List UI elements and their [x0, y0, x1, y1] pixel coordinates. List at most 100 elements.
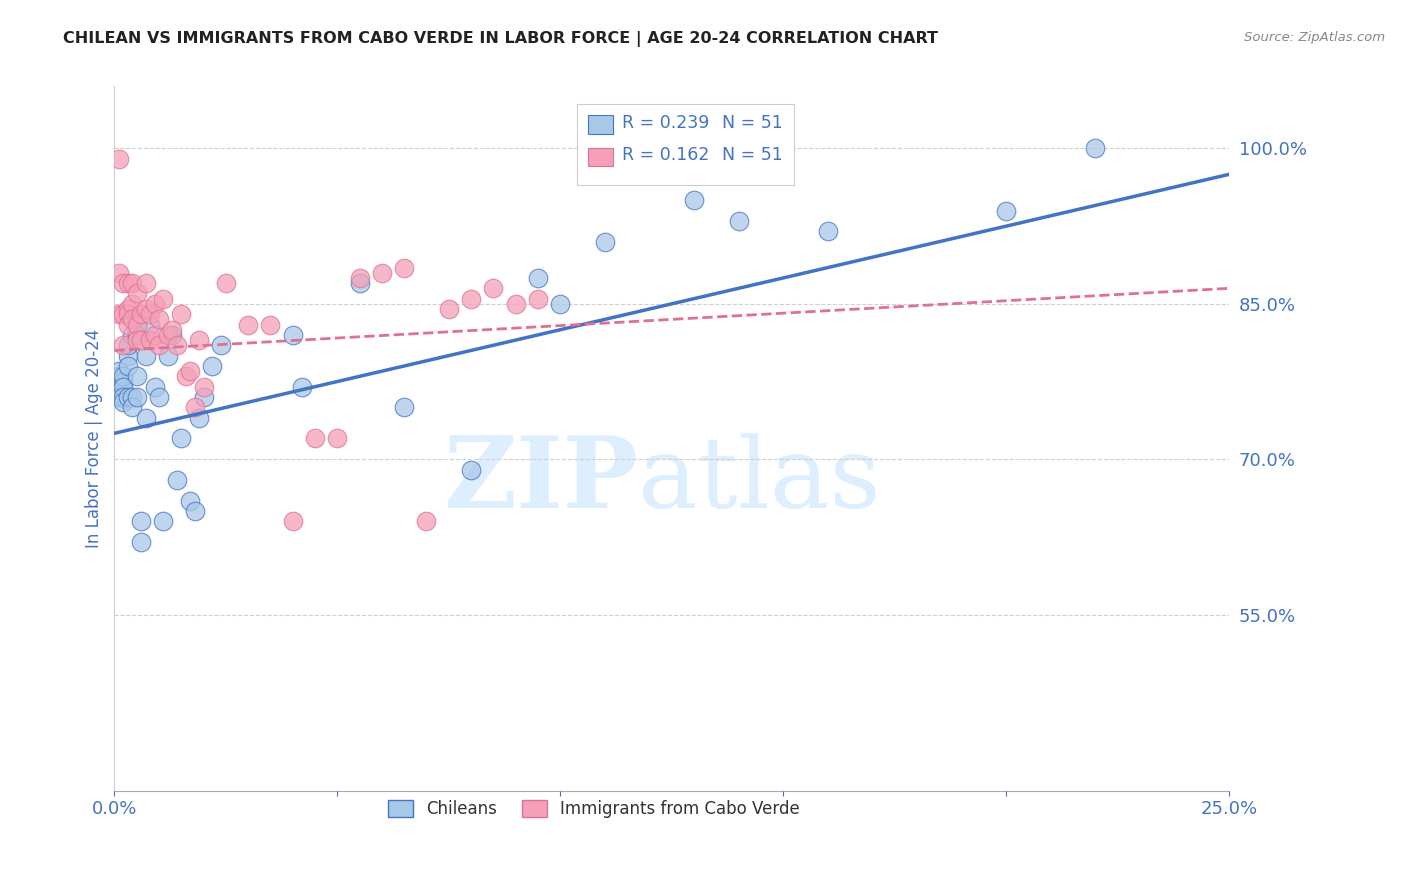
- Immigrants from Cabo Verde: [415, 514, 437, 528]
- Chileans: [125, 369, 148, 384]
- Immigrants from Cabo Verde: [148, 338, 170, 352]
- Chileans: [683, 194, 706, 208]
- Immigrants from Cabo Verde: [143, 297, 166, 311]
- Chileans: [527, 271, 550, 285]
- Chileans: [817, 224, 839, 238]
- Text: ZIP: ZIP: [443, 433, 638, 529]
- Chileans: [121, 390, 143, 404]
- Immigrants from Cabo Verde: [117, 276, 139, 290]
- Immigrants from Cabo Verde: [183, 401, 205, 415]
- Immigrants from Cabo Verde: [170, 307, 193, 321]
- Immigrants from Cabo Verde: [174, 369, 197, 384]
- Chileans: [188, 410, 211, 425]
- Immigrants from Cabo Verde: [349, 271, 371, 285]
- Chileans: [548, 297, 571, 311]
- Chileans: [152, 514, 174, 528]
- Immigrants from Cabo Verde: [112, 276, 135, 290]
- Immigrants from Cabo Verde: [304, 432, 326, 446]
- Text: R = 0.239: R = 0.239: [621, 114, 709, 132]
- Immigrants from Cabo Verde: [129, 333, 152, 347]
- Chileans: [995, 203, 1018, 218]
- Chileans: [121, 327, 143, 342]
- Chileans: [112, 380, 135, 394]
- Chileans: [162, 327, 184, 342]
- Immigrants from Cabo Verde: [437, 301, 460, 316]
- Chileans: [108, 380, 131, 394]
- Immigrants from Cabo Verde: [281, 514, 304, 528]
- Chileans: [135, 349, 157, 363]
- Chileans: [349, 276, 371, 290]
- Immigrants from Cabo Verde: [117, 301, 139, 316]
- Chileans: [291, 380, 314, 394]
- Chileans: [108, 375, 131, 389]
- Chileans: [125, 390, 148, 404]
- Legend: Chileans, Immigrants from Cabo Verde: Chileans, Immigrants from Cabo Verde: [381, 793, 807, 824]
- Chileans: [143, 380, 166, 394]
- Chileans: [112, 395, 135, 409]
- Immigrants from Cabo Verde: [527, 292, 550, 306]
- Text: R = 0.162: R = 0.162: [621, 146, 709, 164]
- Chileans: [135, 410, 157, 425]
- Immigrants from Cabo Verde: [135, 301, 157, 316]
- Immigrants from Cabo Verde: [108, 152, 131, 166]
- Immigrants from Cabo Verde: [215, 276, 238, 290]
- Immigrants from Cabo Verde: [326, 432, 349, 446]
- Chileans: [129, 514, 152, 528]
- Chileans: [112, 369, 135, 384]
- Immigrants from Cabo Verde: [179, 364, 201, 378]
- Chileans: [148, 390, 170, 404]
- Immigrants from Cabo Verde: [188, 333, 211, 347]
- Chileans: [112, 390, 135, 404]
- Chileans: [108, 364, 131, 378]
- Y-axis label: In Labor Force | Age 20-24: In Labor Force | Age 20-24: [86, 329, 103, 548]
- Text: CHILEAN VS IMMIGRANTS FROM CABO VERDE IN LABOR FORCE | AGE 20-24 CORRELATION CHA: CHILEAN VS IMMIGRANTS FROM CABO VERDE IN…: [63, 31, 938, 47]
- FancyBboxPatch shape: [588, 115, 613, 134]
- Chileans: [125, 327, 148, 342]
- Chileans: [1084, 141, 1107, 155]
- Chileans: [460, 462, 482, 476]
- Immigrants from Cabo Verde: [152, 292, 174, 306]
- Immigrants from Cabo Verde: [125, 318, 148, 332]
- Immigrants from Cabo Verde: [125, 286, 148, 301]
- Text: N = 51: N = 51: [721, 114, 783, 132]
- Immigrants from Cabo Verde: [193, 380, 215, 394]
- FancyBboxPatch shape: [576, 104, 794, 185]
- Immigrants from Cabo Verde: [166, 338, 188, 352]
- Immigrants from Cabo Verde: [482, 281, 505, 295]
- Chileans: [156, 349, 179, 363]
- Immigrants from Cabo Verde: [135, 276, 157, 290]
- Chileans: [117, 359, 139, 373]
- Immigrants from Cabo Verde: [371, 266, 394, 280]
- Immigrants from Cabo Verde: [117, 307, 139, 321]
- Chileans: [201, 359, 224, 373]
- Immigrants from Cabo Verde: [121, 297, 143, 311]
- Immigrants from Cabo Verde: [108, 307, 131, 321]
- Immigrants from Cabo Verde: [129, 307, 152, 321]
- Chileans: [593, 235, 616, 249]
- FancyBboxPatch shape: [588, 148, 613, 166]
- Chileans: [129, 535, 152, 549]
- Chileans: [108, 369, 131, 384]
- Text: Source: ZipAtlas.com: Source: ZipAtlas.com: [1244, 31, 1385, 45]
- Chileans: [183, 504, 205, 518]
- Chileans: [117, 349, 139, 363]
- Immigrants from Cabo Verde: [139, 333, 162, 347]
- Immigrants from Cabo Verde: [121, 276, 143, 290]
- Immigrants from Cabo Verde: [121, 312, 143, 326]
- Immigrants from Cabo Verde: [112, 338, 135, 352]
- Chileans: [392, 401, 415, 415]
- Immigrants from Cabo Verde: [156, 327, 179, 342]
- Immigrants from Cabo Verde: [125, 333, 148, 347]
- Immigrants from Cabo Verde: [162, 323, 184, 337]
- Chileans: [170, 432, 193, 446]
- Immigrants from Cabo Verde: [108, 266, 131, 280]
- Immigrants from Cabo Verde: [112, 307, 135, 321]
- Immigrants from Cabo Verde: [392, 260, 415, 275]
- Text: atlas: atlas: [638, 433, 882, 529]
- Immigrants from Cabo Verde: [460, 292, 482, 306]
- Chileans: [179, 493, 201, 508]
- Chileans: [166, 473, 188, 487]
- Chileans: [727, 214, 749, 228]
- Chileans: [108, 390, 131, 404]
- Chileans: [121, 401, 143, 415]
